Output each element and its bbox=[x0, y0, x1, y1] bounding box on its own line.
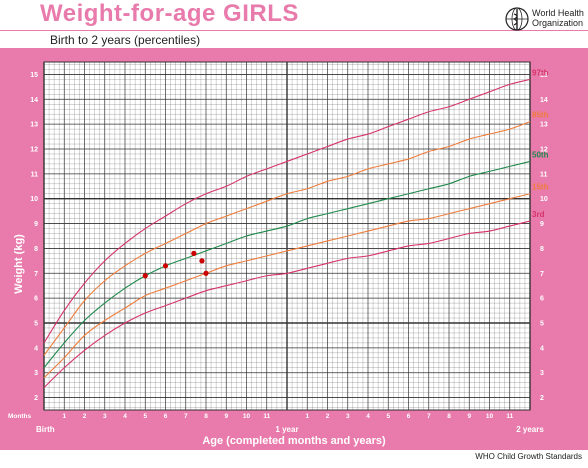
y-tick-label-left: 5 bbox=[34, 321, 38, 328]
y-tick-label-left: 2 bbox=[34, 395, 38, 402]
measurement-point bbox=[191, 250, 197, 256]
x-tick-label: 2 bbox=[326, 413, 330, 420]
y-tick-label-left: 6 bbox=[34, 296, 38, 303]
y-tick-label-right: 2 bbox=[540, 395, 544, 402]
chart-subtitle: Birth to 2 years (percentiles) bbox=[50, 33, 201, 47]
x-tick-label: 9 bbox=[224, 413, 228, 420]
who-emblem-icon bbox=[505, 7, 529, 31]
y-tick-label-left: 11 bbox=[31, 171, 39, 178]
percentile-line-85th bbox=[43, 121, 531, 356]
x-axis-label: Age (completed months and years) bbox=[202, 435, 386, 447]
y-tick-label-left: 3 bbox=[34, 370, 38, 377]
x-tick-label: 6 bbox=[164, 413, 168, 420]
y-tick-label-left: 9 bbox=[34, 221, 38, 228]
x-tick-label: 9 bbox=[467, 413, 471, 420]
x-tick-label: 5 bbox=[386, 413, 390, 420]
series-label-85th: 85th bbox=[532, 111, 549, 120]
x-tick-label: 1 bbox=[305, 413, 309, 420]
x-tick-label: 7 bbox=[427, 413, 431, 420]
x-year-label: 1 year bbox=[275, 425, 298, 434]
y-tick-label-left: 8 bbox=[34, 246, 38, 253]
y-tick-label-right: 7 bbox=[540, 271, 544, 278]
y-tick-label-right: 8 bbox=[540, 246, 544, 253]
y-tick-label-right: 4 bbox=[540, 345, 544, 352]
grid bbox=[43, 62, 531, 410]
series-label-97th: 97th bbox=[532, 68, 549, 77]
y-axis-label: Weight (kg) bbox=[13, 234, 25, 294]
measurement-point bbox=[162, 263, 169, 269]
x-tick-label: 11 bbox=[263, 413, 270, 420]
org-name: World Health Organization bbox=[532, 8, 588, 28]
y-tick-label-left: 14 bbox=[30, 97, 38, 104]
y-tick-label-right: 15 bbox=[540, 72, 548, 79]
x-tick-label: 10 bbox=[243, 413, 251, 420]
x-tick-label: 8 bbox=[447, 413, 451, 420]
y-tick-label-left: 4 bbox=[34, 345, 38, 352]
percentile-line-97th bbox=[43, 78, 531, 344]
x-tick-label: 8 bbox=[204, 413, 208, 420]
org-name-line2: Organization bbox=[532, 18, 584, 28]
series-label-3rd: 3rd bbox=[532, 210, 545, 219]
y-tick-label-left: 10 bbox=[30, 196, 38, 203]
x-start-label: Birth bbox=[36, 425, 55, 434]
x-tick-label: 10 bbox=[486, 413, 494, 420]
x-tick-label: 2 bbox=[83, 413, 87, 420]
chart-title: Weight-for-age GIRLS bbox=[40, 0, 299, 27]
y-tick-label-right: 6 bbox=[540, 296, 544, 303]
x-tick-label: 4 bbox=[366, 413, 370, 420]
series-label-50th: 50th bbox=[532, 150, 549, 159]
x-unit-label: Months bbox=[8, 413, 31, 420]
org-name-line1: World Health bbox=[532, 8, 584, 18]
x-tick-label: 3 bbox=[103, 413, 107, 420]
percentile-line-3rd bbox=[43, 220, 531, 389]
x-year-label: 2 years bbox=[516, 425, 544, 434]
y-tick-label-right: 14 bbox=[540, 97, 548, 104]
percentile-line-15th bbox=[43, 193, 531, 379]
x-tick-label: 5 bbox=[143, 413, 147, 420]
x-tick-label: 7 bbox=[184, 413, 188, 420]
y-tick-label-right: 9 bbox=[540, 221, 544, 228]
measurement-point bbox=[142, 273, 148, 279]
y-tick-label-right: 5 bbox=[540, 321, 544, 328]
title-divider bbox=[0, 30, 588, 31]
measurement-points bbox=[142, 250, 209, 279]
y-tick-label-right: 12 bbox=[540, 147, 548, 154]
percentile-curves: 97th 85th 50th 15th 3rd bbox=[43, 68, 549, 389]
percentile-line-50th bbox=[43, 160, 531, 369]
y-tick-label-left: 12 bbox=[30, 147, 38, 154]
x-tick-label: 1 bbox=[62, 413, 66, 420]
y-tick-label-left: 15 bbox=[30, 72, 38, 79]
x-tick-label: 6 bbox=[407, 413, 411, 420]
y-tick-label-right: 3 bbox=[540, 370, 544, 377]
x-tick-label: 4 bbox=[123, 413, 127, 420]
y-tick-label-left: 13 bbox=[30, 122, 38, 129]
y-tick-label-right: 10 bbox=[540, 196, 548, 203]
footer-source: WHO Child Growth Standards bbox=[475, 452, 582, 461]
measurement-point bbox=[203, 270, 209, 276]
measurement-point bbox=[199, 258, 205, 264]
y-tick-label-right: 11 bbox=[540, 171, 548, 178]
y-tick-label-right: 13 bbox=[540, 122, 548, 129]
series-label-15th: 15th bbox=[532, 183, 549, 192]
x-tick-label: 11 bbox=[506, 413, 513, 420]
y-tick-label-left: 7 bbox=[34, 271, 38, 278]
x-tick-label: 3 bbox=[346, 413, 350, 420]
